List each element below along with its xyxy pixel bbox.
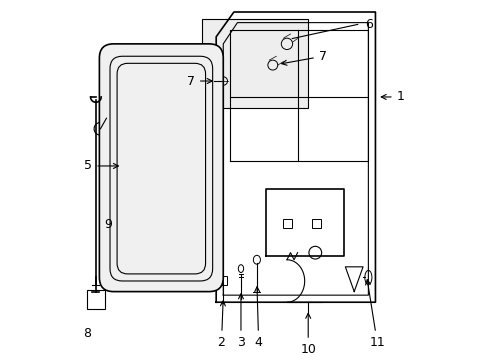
Text: 9: 9 (104, 218, 112, 231)
Text: 1: 1 (381, 90, 404, 103)
Text: 2: 2 (217, 301, 225, 349)
FancyBboxPatch shape (99, 44, 223, 292)
Text: 4: 4 (254, 287, 262, 349)
Bar (87, 290, 104, 309)
Bar (202, 19, 307, 108)
Text: 8: 8 (83, 327, 91, 340)
Text: 6: 6 (364, 18, 372, 31)
Text: 11: 11 (365, 280, 385, 349)
Text: 5: 5 (84, 159, 118, 172)
Text: 7: 7 (186, 75, 212, 87)
Bar (219, 276, 226, 284)
Text: 7: 7 (281, 50, 326, 65)
Text: 3: 3 (237, 294, 244, 349)
Bar (311, 219, 320, 228)
Text: 10: 10 (300, 313, 316, 356)
Bar (283, 219, 292, 228)
